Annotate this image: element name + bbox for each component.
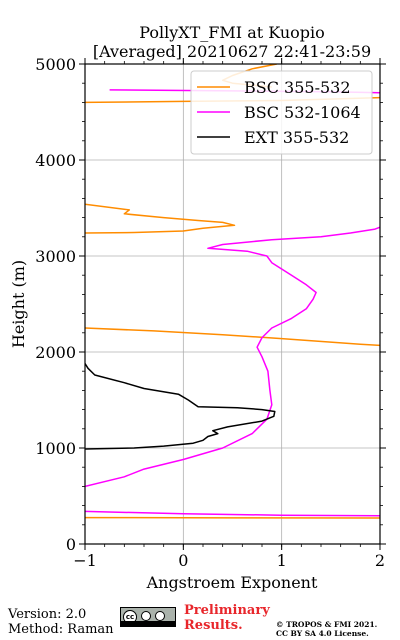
method-text: Method: Raman bbox=[8, 622, 114, 637]
preliminary-line1: Preliminary bbox=[184, 603, 270, 618]
chart-title-line1: PollyXT_FMI at Kuopio bbox=[139, 23, 325, 42]
series-line-ext-355-532-0 bbox=[85, 363, 276, 450]
copyright-line1: © TROPOS & FMI 2021. bbox=[276, 620, 378, 629]
x-axis-label: Angstroem Exponent bbox=[146, 573, 318, 592]
x-tick-label-0: −1 bbox=[73, 551, 97, 570]
x-tick-label-1: 0 bbox=[178, 551, 188, 570]
plot-frame bbox=[84, 63, 381, 545]
y-tick-label-4: 4000 bbox=[35, 151, 76, 170]
y-tick-label-2: 2000 bbox=[35, 343, 76, 362]
series-line-bsc-532-1064-0 bbox=[85, 510, 380, 517]
legend-label-ext-355-532: EXT 355-532 bbox=[244, 128, 349, 147]
x-tick-label-2: 1 bbox=[277, 551, 287, 570]
y-tick-label-1: 1000 bbox=[35, 439, 76, 458]
by-icon bbox=[141, 611, 151, 621]
series-line-bsc-355-532-2 bbox=[85, 203, 236, 234]
legend-label-bsc-532-1064: BSC 532-1064 bbox=[244, 103, 361, 122]
version-text: Version: 2.0 bbox=[8, 607, 87, 622]
preliminary-line2: Results. bbox=[184, 618, 243, 633]
y-tick-label-0: 0 bbox=[66, 535, 76, 554]
axis-ticks bbox=[79, 58, 386, 550]
sa-icon bbox=[155, 611, 165, 621]
cc-license-badge: cc bbox=[120, 607, 176, 627]
y-tick-label-5: 5000 bbox=[35, 55, 76, 74]
copyright-notice: © TROPOS & FMI 2021. CC BY SA 4.0 Licens… bbox=[276, 620, 377, 638]
preliminary-notice: Preliminary Results. bbox=[184, 603, 270, 633]
cc-badge-strip bbox=[121, 621, 175, 626]
copyright-line2: CC BY SA 4.0 License. bbox=[276, 629, 369, 638]
chart-title-line2: [Averaged] 20210627 22:41-23:59 bbox=[93, 42, 371, 61]
legend: BSC 355-532 BSC 532-1064 EXT 355-532 bbox=[190, 70, 373, 155]
legend-label-bsc-355-532: BSC 355-532 bbox=[244, 78, 351, 97]
x-tick-label-3: 2 bbox=[375, 551, 385, 570]
series-line-bsc-355-532-0 bbox=[85, 516, 380, 519]
y-axis-label: Height (m) bbox=[9, 260, 28, 348]
y-tick-label-3: 3000 bbox=[35, 247, 76, 266]
series-line-bsc-355-532-1 bbox=[85, 327, 380, 347]
legend-box bbox=[190, 70, 373, 155]
series-line-bsc-532-1064-1 bbox=[85, 226, 380, 488]
